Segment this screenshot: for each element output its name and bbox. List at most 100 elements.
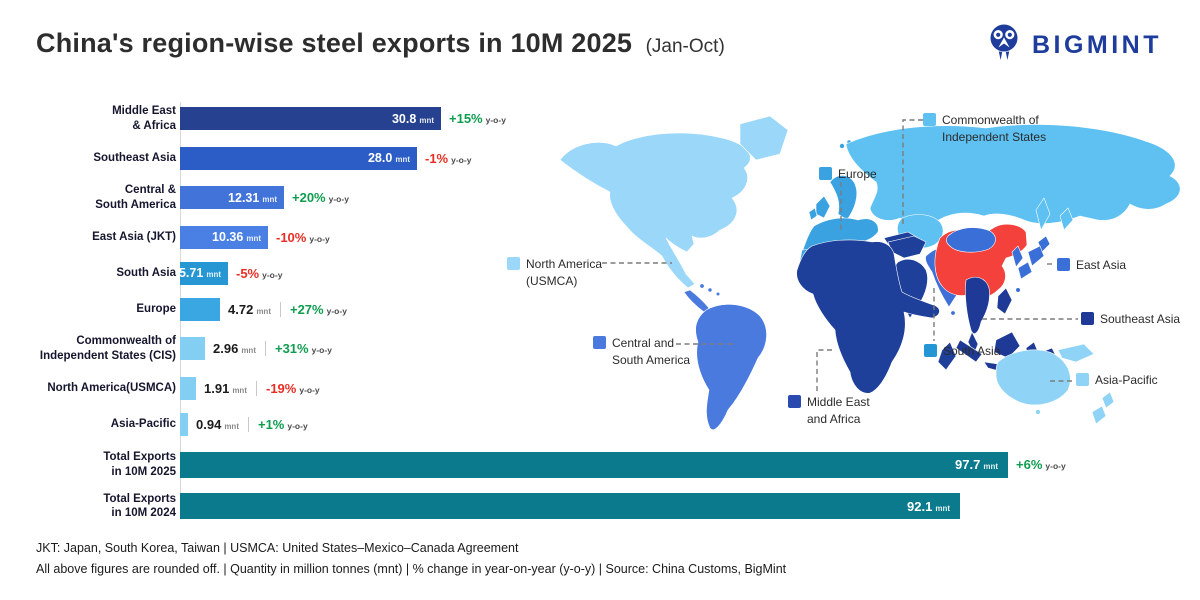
chart-row-south-asia: South Asia 5.71 mnt -5% y-o-y [30,261,1180,285]
yoy-change: +15% y-o-y [449,111,506,127]
map-region-philippines [996,287,1013,315]
leader-line-middle-east-africa [816,349,832,391]
footnote-line-2: All above figures are rounded off. | Qua… [36,561,787,576]
bar [180,297,220,321]
row-track: 4.72 mnt +27% y-o-y [176,297,1180,321]
legend-swatch-europe [819,167,832,180]
row-track: 12.31 mnt +20% y-o-y [176,186,1180,210]
value-divider [279,301,281,317]
chart-row-asia-pacific: Asia-Pacific 0.94 mnt +1% y-o-y [30,412,1180,436]
bar-value: 92.1 mnt [907,498,950,514]
map-region-caribbean [699,283,705,289]
map-region-sumatra [955,339,983,363]
chart-row-central-south-america: Central & South America 12.31 mnt +20% y-o-… [30,183,1180,213]
row-track: 30.8 mnt +15% y-o-y [176,107,1180,131]
row-label: Commonwealth of Independent States (CIS) [39,334,176,362]
chart-title: China's region-wise steel exports in 10M… [36,28,633,58]
map-region-tasmania [1035,409,1041,415]
page-title: China's region-wise steel exports in 10M… [36,28,725,59]
map-label-central-south-america: Central and South America [593,335,690,369]
bar-value: 97.7 mnt [955,457,998,473]
map-region-new-zealand-south [1091,405,1107,425]
world-map-svg [559,115,1181,430]
bigmint-logo-icon [985,22,1023,69]
value-divider [247,416,249,432]
bigmint-logo-text: BIGMINT [1031,31,1162,59]
map-region-south-america [695,304,767,430]
map-region-central-america [683,289,710,313]
row-track: 5.71 mnt -5% y-o-y [176,261,1180,285]
row-label: North America(USMCA) [47,381,176,394]
yoy-change: +27% y-o-y [289,301,347,317]
bar-value-outside: 0.94 mnt [196,416,239,432]
map-region-borneo [993,331,1021,359]
yoy-change: -1% y-o-y [425,150,472,166]
map-region-mongolia [946,227,996,253]
map-region-caribbean [715,291,721,297]
row-track: 92.1 mnt [176,493,1180,520]
row-label: Total Exports in 10M 2025 [103,450,176,478]
bar: 30.8 mnt [180,107,441,131]
map-region-indochina [965,276,990,334]
row-track: 0.94 mnt +1% y-o-y [176,412,1180,436]
row-label: South Asia [116,266,176,279]
yoy-change: -10% y-o-y [276,229,330,245]
row-label: Asia-Pacific [110,417,176,430]
footnote-line-1: JKT: Japan, South Korea, Taiwan | USMCA:… [36,541,519,555]
bar-value-outside: 2.96 mnt [213,341,256,357]
bar [180,337,205,361]
row-label: Europe [136,302,176,315]
chart-subtitle: (Jan-Oct) [645,36,725,57]
legend-swatch-north-america [507,257,520,270]
bar-value-outside: 1.91 mnt [204,380,247,396]
bar: 92.1 mnt [180,493,960,520]
map-region-africa [796,239,940,394]
bar-value: 12.31 mnt [228,190,277,205]
bar: 12.31 mnt [180,186,284,210]
map-label-south-asia: South Asia [924,343,1000,360]
map-label-europe: Europe [819,166,877,183]
yoy-change: +1% y-o-y [257,416,308,432]
yoy-change: +31% y-o-y [274,341,332,357]
yoy-change: +6% y-o-y [1016,457,1066,473]
chart-row-cis: Commonwealth of Independent States (CIS) … [30,334,1180,364]
map-region-svalbard [839,143,845,149]
legend-swatch-cis [923,113,936,126]
map-region-sri-lanka [950,310,956,316]
legend-swatch-middle-east-africa [788,395,801,408]
row-track: 97.7 mnt +6% y-o-y [176,451,1180,478]
world-map: Commonwealth of Independent States Europe… [490,100,1190,440]
chart-row-east-asia-jkt: East Asia (JKT) 10.36 mnt -10% y-o-y [30,225,1180,249]
map-region-ireland [808,207,818,221]
map-label-north-america: North America (USMCA) [507,256,602,290]
map-region-taiwan [1015,287,1021,293]
chart-row-middle-east-africa: Middle East & Africa 30.8 mnt +15% y-o-y [30,104,1180,134]
map-region-korea [1011,245,1024,268]
map-region-new-zealand-north [1101,391,1115,409]
map-region-scandinavia [829,175,858,221]
chart-row-total-2025: Total Exports in 10M 2025 97.7 mnt +6% y-o-… [30,450,1180,480]
legend-swatch-east-asia [1057,258,1070,271]
map-region-sakhalin [1059,207,1074,231]
map-region-uk [815,195,831,219]
map-region-greenland [739,115,789,161]
bar: 5.71 mnt [179,261,228,285]
row-track: 1.91 mnt -19% y-o-y [176,376,1180,400]
map-label-middle-east-africa: Middle East and Africa [788,394,870,428]
map-region-australia [995,349,1071,406]
yoy-change: -5% y-o-y [236,265,283,281]
bigmint-logo: BIGMINT [985,22,1162,69]
legend-swatch-south-asia [924,344,937,357]
row-label: Total Exports in 10M 2024 [103,492,176,520]
row-label: East Asia (JKT) [92,230,176,243]
bar [180,412,188,436]
bar-value: 28.0 mnt [367,151,410,166]
bar-chart-rows: Middle East & Africa 30.8 mnt +15% y-o-y So… [30,104,1180,521]
map-label-asia-pacific: Asia-Pacific [1076,372,1158,389]
map-region-new-guinea [1057,343,1095,363]
map-region-caribbean [707,287,713,293]
legend-swatch-southeast-asia [1081,312,1094,325]
bar: 10.36 mnt [180,225,268,249]
map-region-kamchatka [1035,197,1051,231]
